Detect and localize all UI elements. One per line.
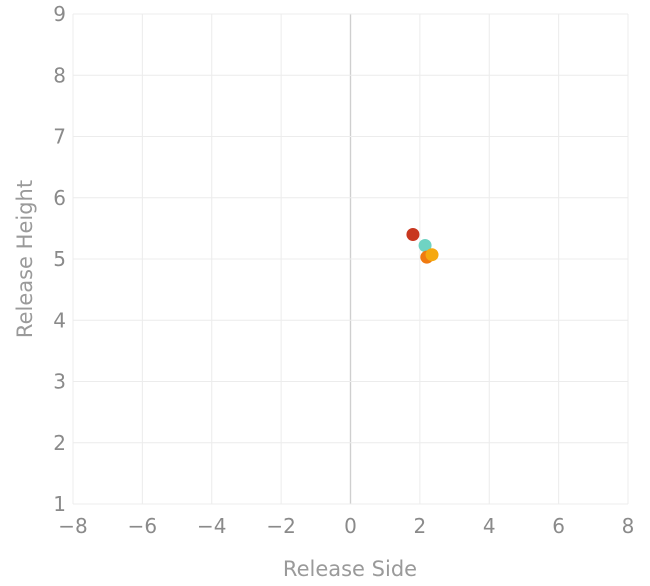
y-tick-label: 7 [53, 125, 66, 149]
x-tick-label: −6 [128, 514, 157, 538]
scatter-point[interactable] [418, 239, 432, 253]
y-tick-label: 2 [53, 431, 66, 455]
x-tick-label: 8 [622, 514, 635, 538]
y-tick-label: 8 [53, 63, 66, 87]
grid [72, 13, 629, 505]
tick-labels: −8 −6 −4 −2 0 2 4 6 8 1 2 3 4 5 6 7 8 9 [53, 2, 634, 538]
scatter-point[interactable] [425, 248, 439, 262]
y-tick-label: 4 [53, 308, 66, 332]
y-tick-label: 5 [53, 247, 66, 271]
x-tick-label: −8 [58, 514, 87, 538]
data-points [406, 228, 439, 264]
x-tick-label: −4 [197, 514, 226, 538]
y-tick-label: 1 [53, 492, 66, 516]
x-axis-title: Release Side [283, 557, 417, 581]
x-tick-label: 0 [344, 514, 357, 538]
x-tick-label: 2 [414, 514, 427, 538]
x-tick-label: −2 [266, 514, 295, 538]
y-tick-label: 9 [53, 2, 66, 26]
x-tick-label: 4 [483, 514, 496, 538]
y-tick-label: 6 [53, 186, 66, 210]
y-tick-label: 3 [53, 370, 66, 394]
scatter-point[interactable] [406, 228, 420, 241]
x-tick-label: 6 [552, 514, 565, 538]
y-axis-title: Release Height [13, 180, 37, 338]
